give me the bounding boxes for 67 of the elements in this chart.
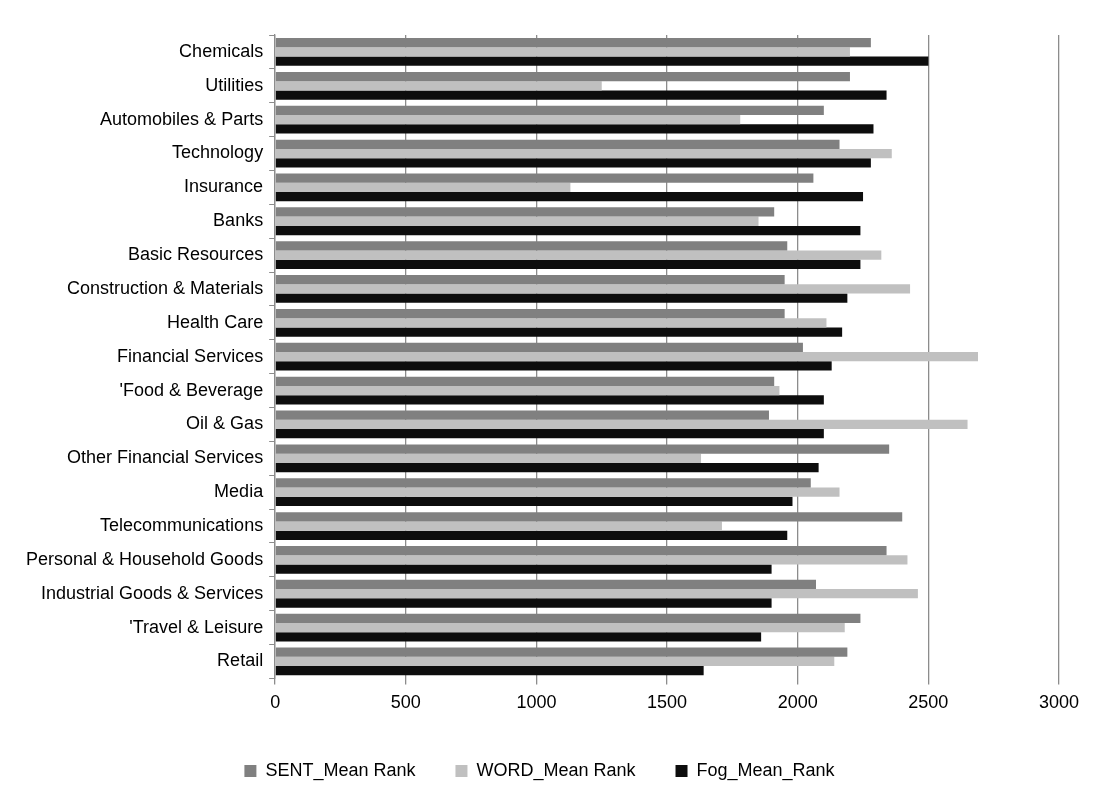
- x-tick-label: 500: [390, 692, 421, 713]
- legend-label: SENT_Mean Rank: [265, 759, 417, 781]
- legend-label: Fog_Mean_Rank: [696, 759, 836, 781]
- x-tick-label: 2000: [777, 692, 818, 713]
- bar: [275, 589, 918, 599]
- y-tick-label: Personal & Household Goods: [25, 548, 264, 569]
- y-tick-label: Telecommunications: [100, 514, 264, 535]
- y-tick-label: Other Financial Services: [67, 447, 264, 468]
- y-tick-label: Oil & Gas: [186, 413, 264, 434]
- bar: [275, 182, 571, 193]
- bar: [275, 453, 702, 463]
- bar: [275, 225, 861, 236]
- bar: [275, 622, 845, 633]
- bar: [275, 521, 722, 531]
- bar: [275, 564, 772, 574]
- bar: [275, 462, 819, 473]
- bar: [275, 395, 824, 405]
- bar: [275, 496, 793, 507]
- bar: [275, 47, 850, 57]
- bar: [275, 192, 864, 202]
- y-tick-label: 'Food & Beverage: [119, 379, 264, 400]
- bar: [275, 250, 882, 260]
- bar: [275, 216, 759, 226]
- bar: [275, 81, 602, 91]
- bar: [275, 259, 861, 269]
- y-tick-label: Retail: [217, 650, 264, 671]
- y-tick-label: Technology: [172, 142, 264, 163]
- x-tick-label: 0: [270, 692, 281, 713]
- bar: [275, 352, 978, 362]
- bar: [275, 598, 772, 608]
- bar: [275, 90, 887, 100]
- bar: [275, 115, 741, 125]
- bar: [275, 284, 911, 294]
- y-tick-label: 'Travel & Leisure: [129, 616, 264, 637]
- x-tick-label: 1000: [516, 692, 557, 713]
- bar: [275, 632, 762, 642]
- bar: [275, 429, 824, 439]
- legend-label: WORD_Mean Rank: [476, 759, 637, 781]
- bar: [275, 124, 874, 134]
- y-tick-label: Industrial Goods & Services: [41, 582, 264, 603]
- bar: [275, 530, 788, 540]
- y-tick-label: Financial Services: [117, 345, 264, 366]
- x-tick-label: 3000: [1038, 692, 1080, 713]
- y-tick-label: Utilities: [205, 74, 264, 95]
- y-tick-label: Insurance: [184, 176, 264, 197]
- x-tick-label: 2500: [908, 692, 949, 713]
- y-tick-label: Automobiles & Parts: [100, 108, 264, 129]
- bar: [275, 158, 871, 168]
- bar: [275, 656, 835, 667]
- bar: [275, 148, 892, 159]
- x-tick-label: 1500: [647, 692, 688, 713]
- y-tick-label: Media: [214, 481, 265, 502]
- y-tick-label: Basic Resources: [128, 244, 264, 265]
- bar: [275, 293, 848, 303]
- y-tick-label: Banks: [213, 210, 264, 231]
- bar: [275, 385, 780, 396]
- bar: [275, 327, 843, 337]
- bar: [275, 318, 827, 328]
- bar: [275, 419, 968, 430]
- bar: [275, 56, 929, 66]
- y-tick-label: Chemicals: [179, 40, 264, 61]
- bar: [275, 555, 908, 565]
- y-tick-label: Health Care: [167, 311, 264, 332]
- bar: [275, 361, 832, 371]
- bar: [275, 487, 840, 497]
- y-tick-label: Construction & Materials: [67, 277, 264, 298]
- bar: [275, 666, 704, 676]
